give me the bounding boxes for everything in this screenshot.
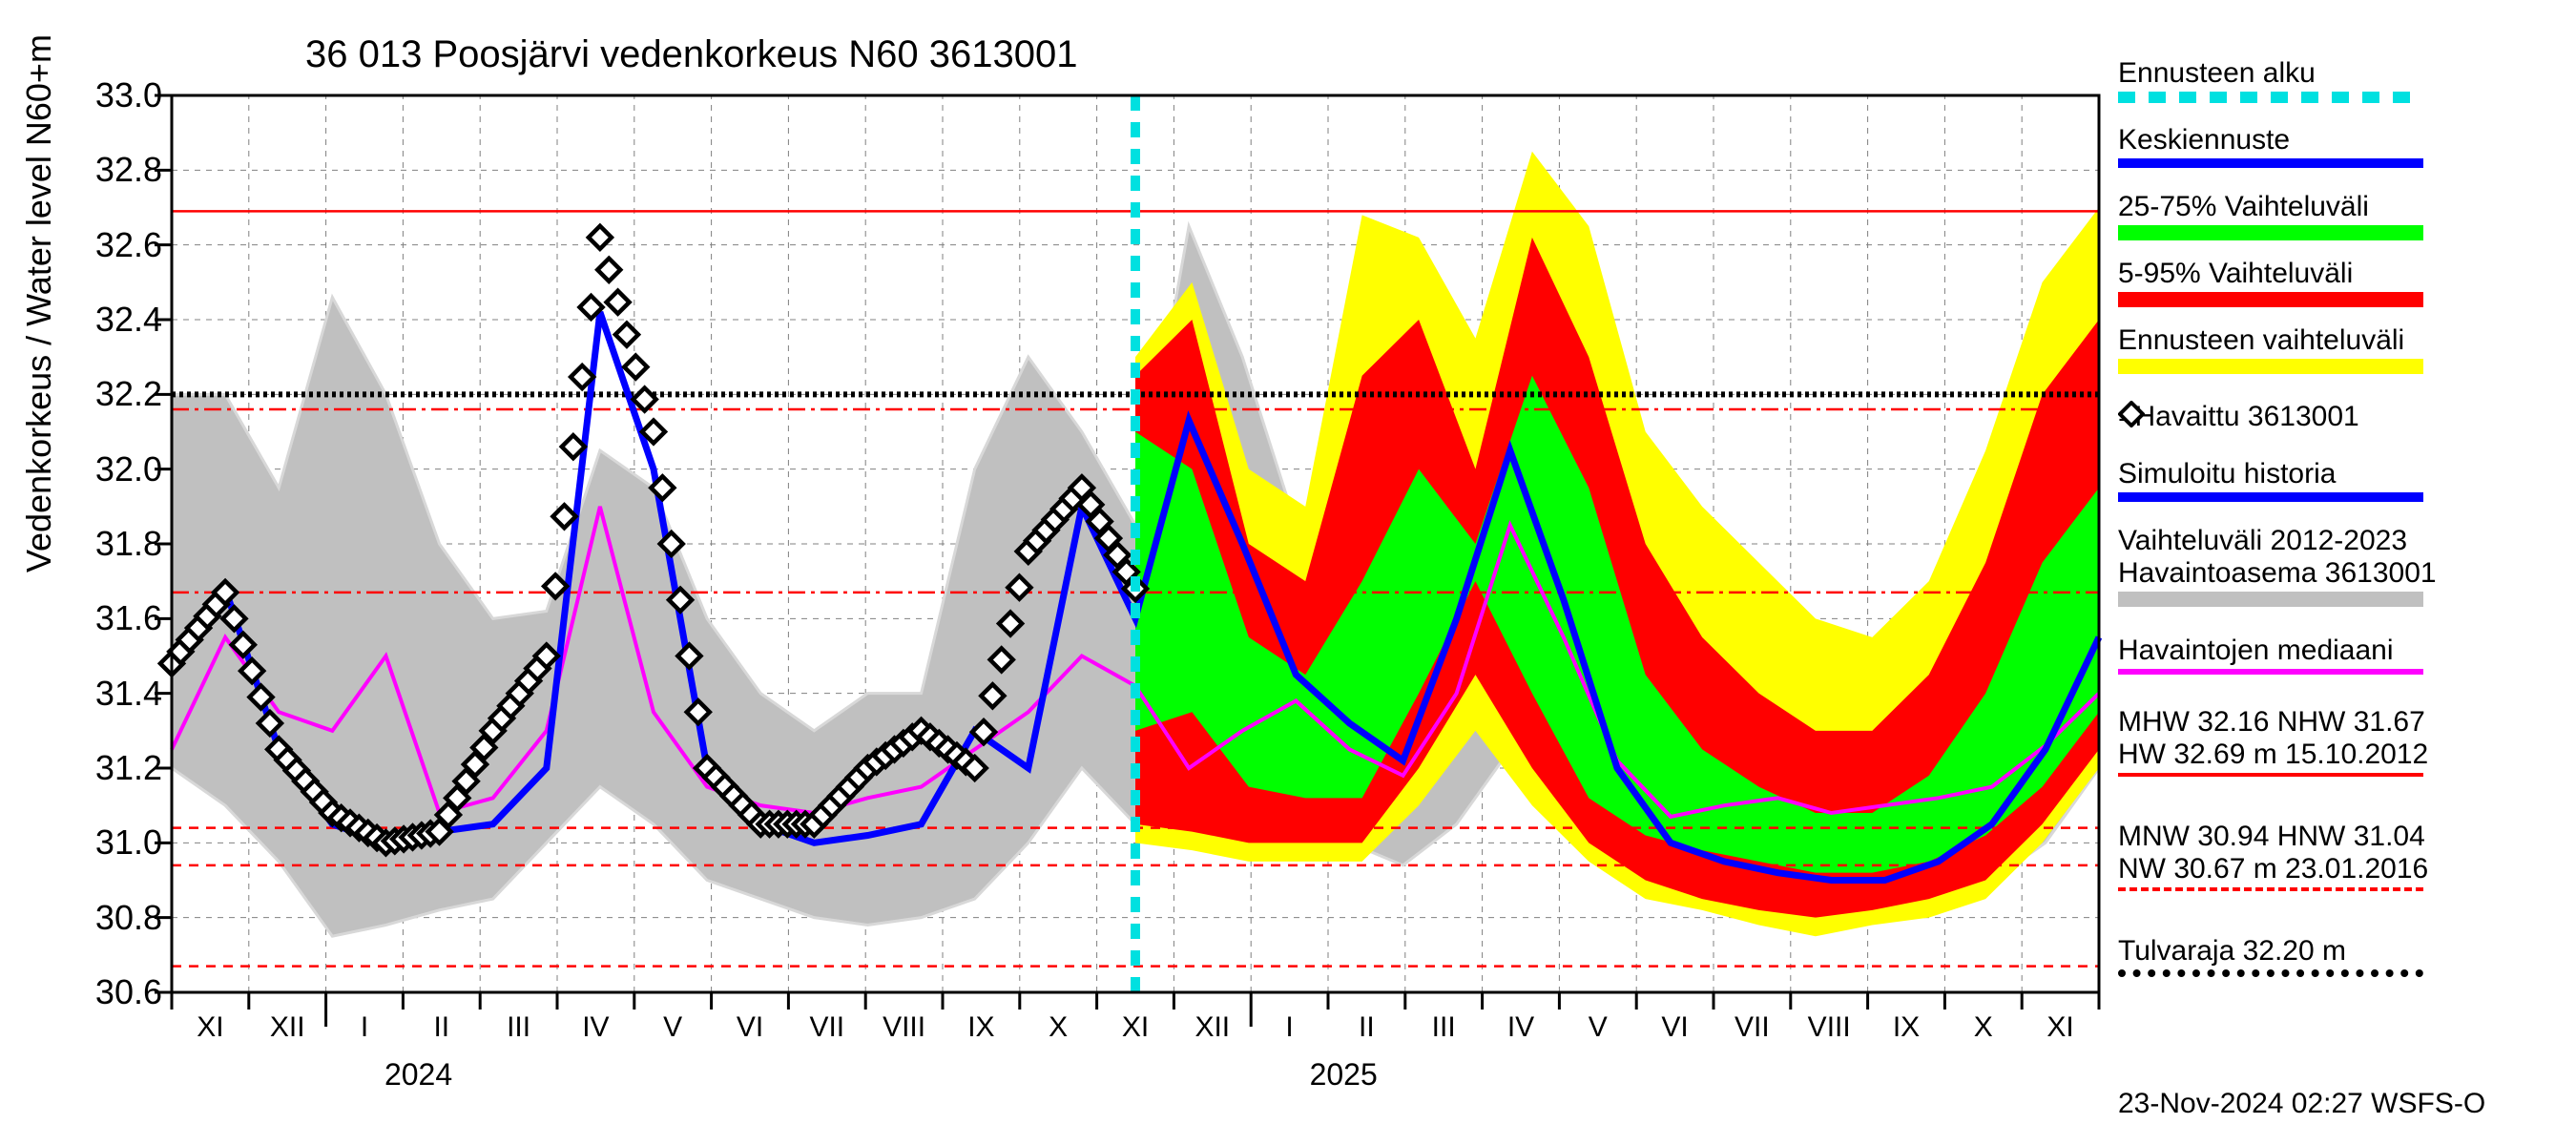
ytick-label: 32.0 <box>76 449 162 489</box>
legend-flood-swatch <box>2118 969 2423 977</box>
year-label: 2025 <box>1310 1057 1378 1093</box>
xtick-label: IX <box>1893 1011 1920 1044</box>
legend-mnw-label-2: NW 30.67 m 23.01.2016 <box>2118 853 2428 885</box>
y-axis-label: Vedenkorkeus / Water level N60+m <box>19 34 59 572</box>
legend-sim-history-swatch <box>2118 492 2423 502</box>
xtick-label: XI <box>1122 1011 1149 1044</box>
xtick-label: X <box>1049 1011 1068 1044</box>
legend-mhw-label-1: MHW 32.16 NHW 31.67 <box>2118 706 2425 738</box>
legend-forecast-start-label: Ennusteen alku <box>2118 57 2316 89</box>
chart-container: 36 013 Poosjärvi vedenkorkeus N60 361300… <box>0 0 2576 1145</box>
legend-hist-range: Vaihteluväli 2012-2023 Havaintoasema 361… <box>2118 525 2437 607</box>
xtick-label: VI <box>1661 1011 1688 1044</box>
ytick-label: 31.2 <box>76 748 162 788</box>
legend-flood-label: Tulvaraja 32.20 m <box>2118 935 2346 967</box>
legend-sim-history-label: Simuloitu historia <box>2118 458 2336 489</box>
legend-25-75: 25-75% Vaihteluväli <box>2118 191 2423 240</box>
chart-title: 36 013 Poosjärvi vedenkorkeus N60 361300… <box>305 33 1077 76</box>
legend-full-range-swatch <box>2118 359 2423 374</box>
legend-25-75-label: 25-75% Vaihteluväli <box>2118 191 2369 222</box>
legend-25-75-swatch <box>2118 225 2423 240</box>
xtick-label: VII <box>1735 1011 1770 1044</box>
legend-forecast-start: Ennusteen alku <box>2118 57 2423 103</box>
xtick-label: II <box>433 1011 449 1044</box>
xtick-label: XI <box>197 1011 223 1044</box>
xtick-label: II <box>1359 1011 1375 1044</box>
legend-full-range-label: Ennusteen vaihteluväli <box>2118 324 2404 356</box>
xtick-label: X <box>1974 1011 1993 1044</box>
legend-mhw-label-2: HW 32.69 m 15.10.2012 <box>2118 739 2428 770</box>
legend-5-95: 5-95% Vaihteluväli <box>2118 258 2423 307</box>
legend-median-label: Havaintojen mediaani <box>2118 635 2394 666</box>
legend-mnw-swatch <box>2118 887 2423 891</box>
legend-observed: =Havaittu 3613001 <box>2118 401 2359 433</box>
diamond-icon <box>2118 401 2145 427</box>
legend-central: Keskiennuste <box>2118 124 2423 168</box>
ytick-label: 31.6 <box>76 598 162 638</box>
ytick-label: 31.0 <box>76 822 162 863</box>
legend-median: Havaintojen mediaani <box>2118 635 2423 675</box>
ytick-label: 32.6 <box>76 225 162 265</box>
ytick-label: 31.8 <box>76 524 162 564</box>
xtick-label: IX <box>967 1011 994 1044</box>
ytick-label: 30.8 <box>76 898 162 938</box>
xtick-label: VII <box>809 1011 844 1044</box>
xtick-label: III <box>507 1011 530 1044</box>
legend-hist-range-swatch <box>2118 592 2423 607</box>
legend-hist-range-label-1: Vaihteluväli 2012-2023 <box>2118 525 2407 556</box>
xtick-label: VIII <box>1808 1011 1851 1044</box>
ytick-label: 32.4 <box>76 300 162 340</box>
xtick-label: XII <box>1195 1011 1230 1044</box>
ytick-label: 31.4 <box>76 674 162 714</box>
year-label: 2024 <box>384 1057 452 1093</box>
legend-hist-range-label-2: Havaintoasema 3613001 <box>2118 557 2437 589</box>
legend-5-95-swatch <box>2118 292 2423 307</box>
xtick-label: I <box>361 1011 368 1044</box>
xtick-label: IV <box>582 1011 609 1044</box>
legend-central-swatch <box>2118 158 2423 168</box>
ytick-label: 32.2 <box>76 374 162 414</box>
legend-mhw-swatch <box>2118 773 2423 777</box>
ytick-label: 33.0 <box>76 75 162 115</box>
ytick-label: 30.6 <box>76 972 162 1012</box>
legend-forecast-start-swatch <box>2118 92 2423 103</box>
xtick-label: V <box>1589 1011 1608 1044</box>
legend-sim-history: Simuloitu historia <box>2118 458 2423 502</box>
xtick-label: V <box>663 1011 682 1044</box>
xtick-label: IV <box>1507 1011 1534 1044</box>
legend-mhw: MHW 32.16 NHW 31.67 HW 32.69 m 15.10.201… <box>2118 706 2428 777</box>
timestamp: 23-Nov-2024 02:27 WSFS-O <box>2118 1088 2485 1120</box>
legend-central-label: Keskiennuste <box>2118 124 2290 156</box>
xtick-label: III <box>1432 1011 1456 1044</box>
xtick-label: XII <box>270 1011 305 1044</box>
legend-median-swatch <box>2118 669 2423 675</box>
legend-full-range: Ennusteen vaihteluväli <box>2118 324 2423 374</box>
legend-observed-label: =Havaittu 3613001 <box>2118 401 2359 432</box>
ytick-label: 32.8 <box>76 150 162 190</box>
legend-mnw-label-1: MNW 30.94 HNW 31.04 <box>2118 821 2425 852</box>
legend-5-95-label: 5-95% Vaihteluväli <box>2118 258 2353 289</box>
xtick-label: I <box>1285 1011 1293 1044</box>
xtick-label: XI <box>2046 1011 2073 1044</box>
legend-mnw: MNW 30.94 HNW 31.04 NW 30.67 m 23.01.201… <box>2118 821 2428 891</box>
legend-flood: Tulvaraja 32.20 m <box>2118 935 2423 977</box>
xtick-label: VIII <box>883 1011 925 1044</box>
xtick-label: VI <box>737 1011 763 1044</box>
